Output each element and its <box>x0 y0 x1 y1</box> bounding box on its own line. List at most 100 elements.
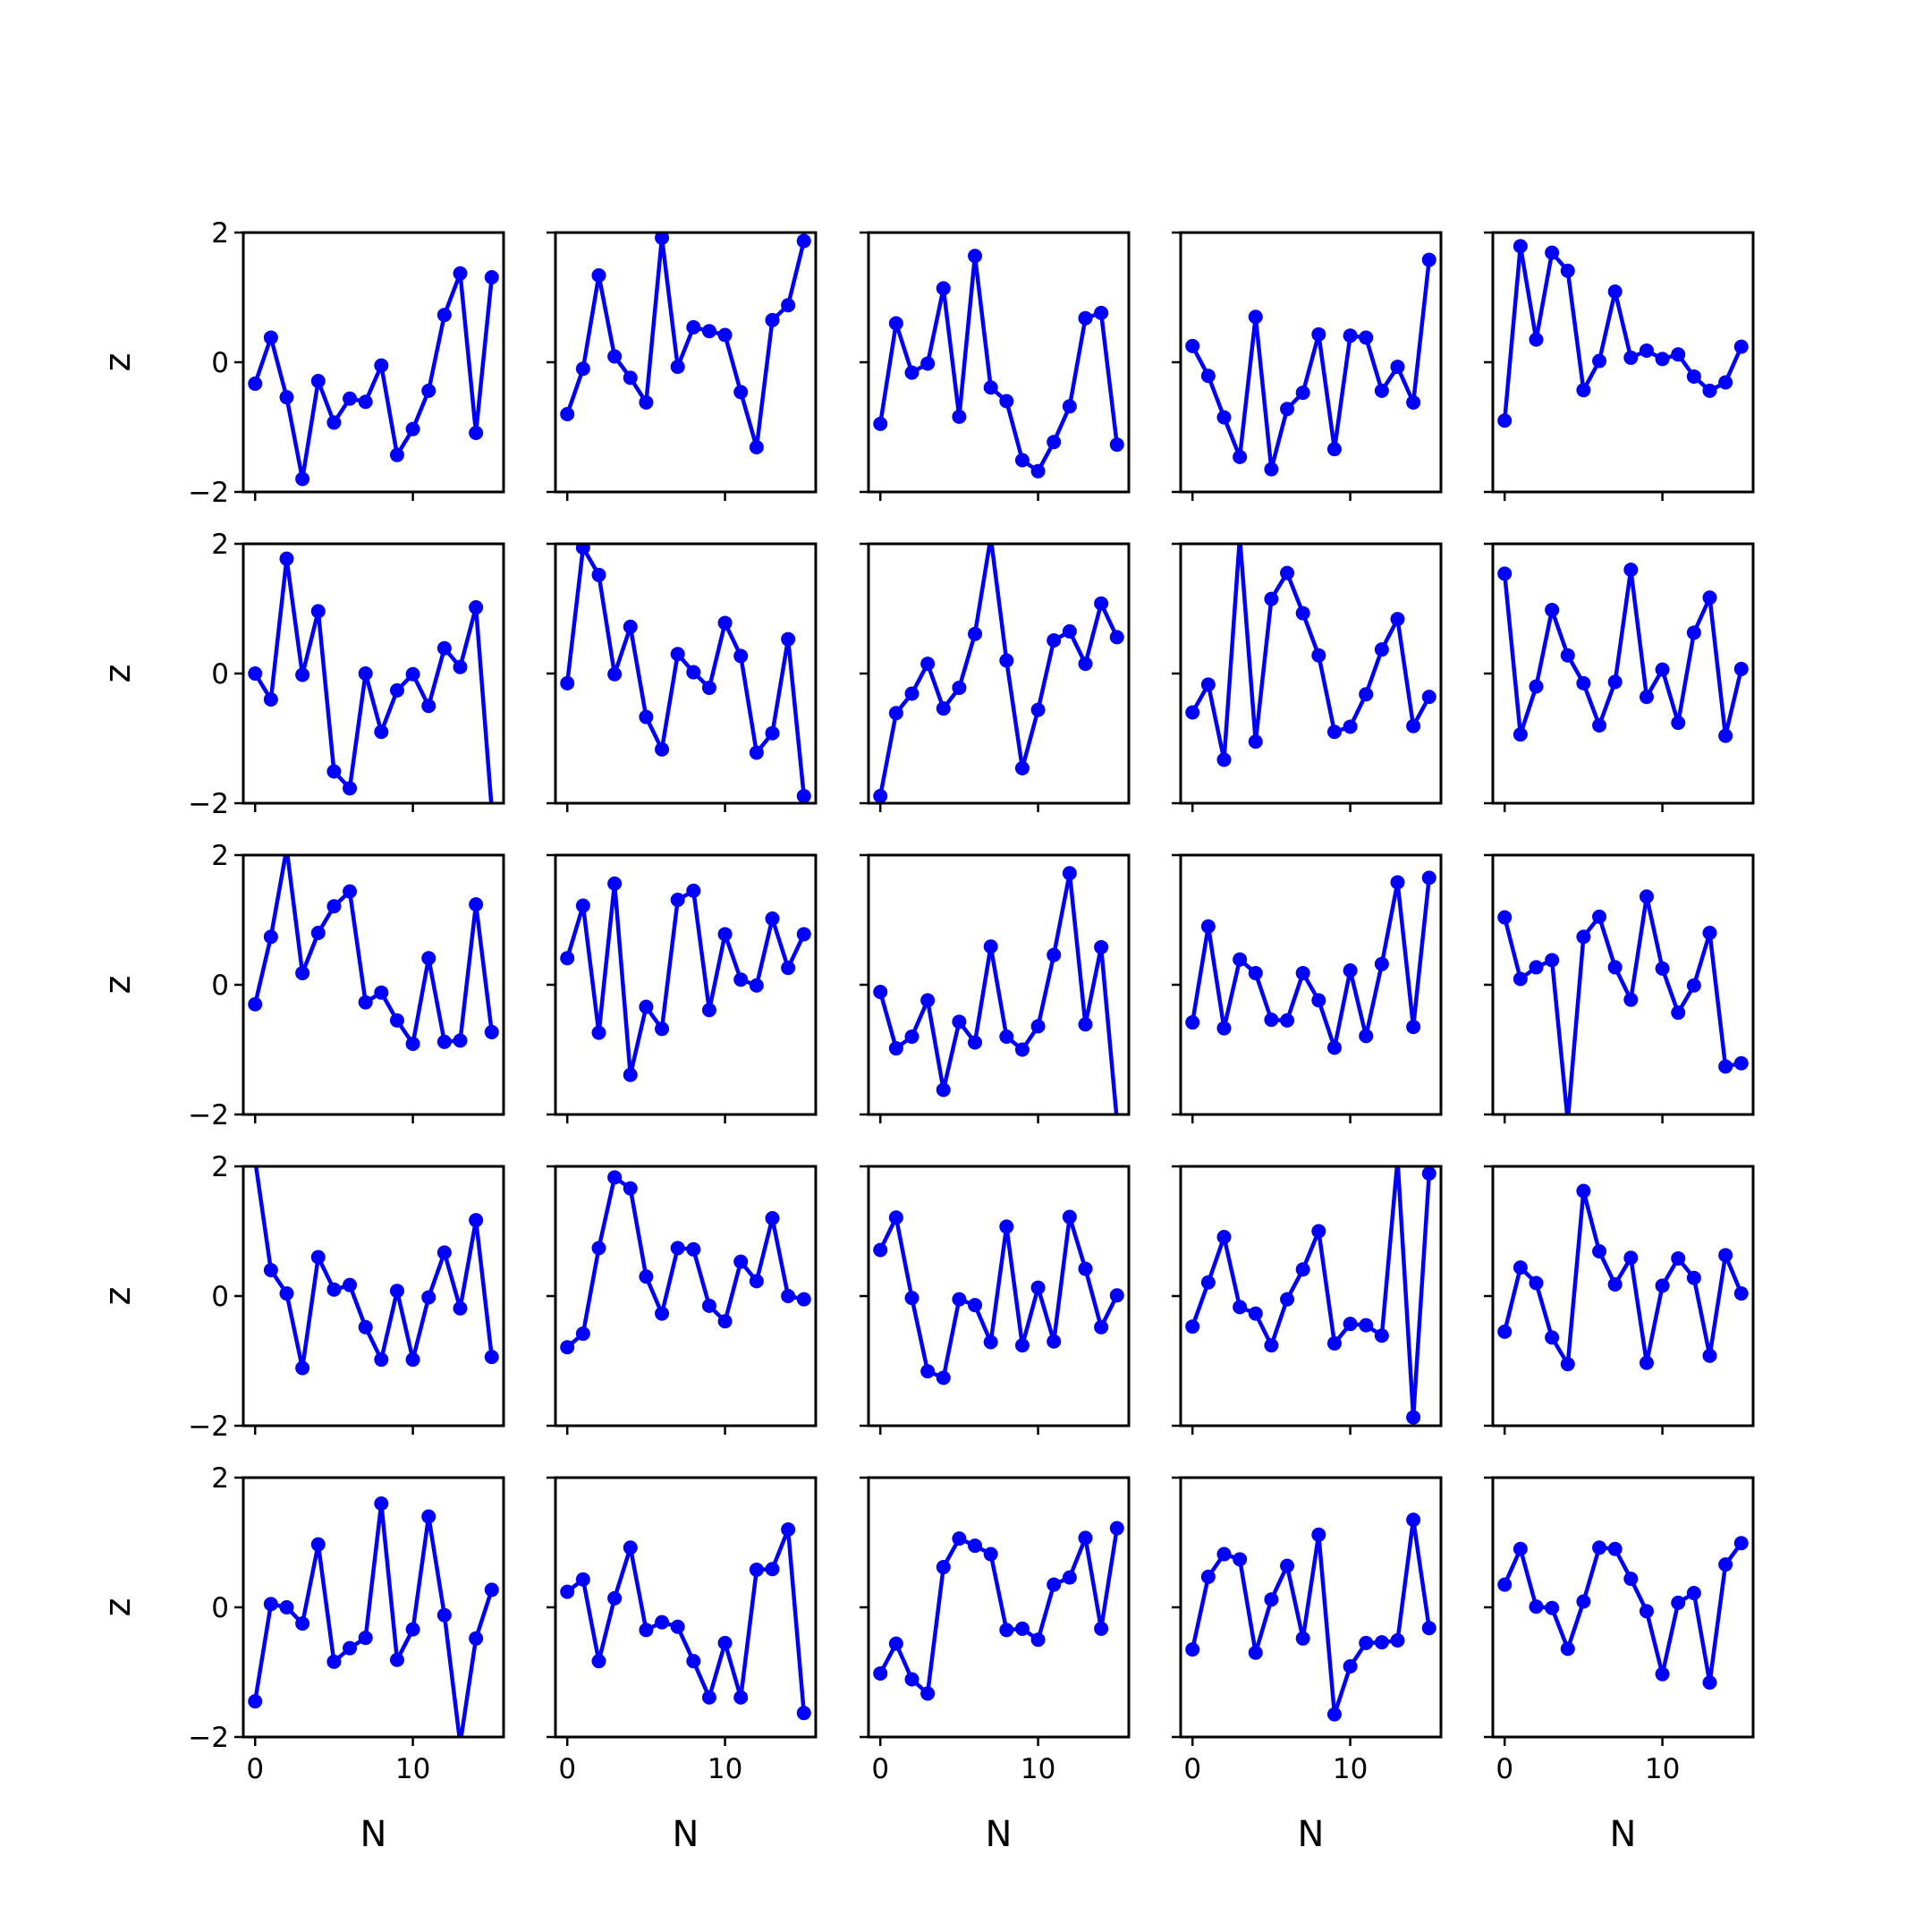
data-point <box>904 686 919 701</box>
data-point <box>1359 1318 1374 1333</box>
data-point <box>1671 716 1686 731</box>
data-point <box>670 893 685 908</box>
data-point <box>1421 690 1436 705</box>
x-tick-label: 0 <box>246 1753 264 1785</box>
data-point <box>1406 1513 1421 1528</box>
data-point <box>326 764 342 779</box>
data-point <box>733 1254 749 1269</box>
data-point <box>560 407 575 421</box>
data-point <box>374 985 389 1000</box>
data-point <box>1374 1635 1389 1650</box>
subplot-2-5 <box>1484 542 1755 812</box>
data-point <box>326 1282 342 1297</box>
data-point <box>796 233 811 249</box>
x-tick-label: 0 <box>1496 1753 1513 1785</box>
data-point <box>1311 326 1326 342</box>
data-point <box>920 657 936 672</box>
data-point <box>1513 1541 1528 1556</box>
data-point <box>1560 648 1575 663</box>
y-tick-label: −2 <box>188 1411 229 1443</box>
data-point <box>1359 330 1374 345</box>
data-point <box>560 675 575 691</box>
data-point <box>343 884 358 899</box>
data-point <box>1109 1521 1124 1536</box>
data-point <box>1216 410 1232 425</box>
data-point <box>1421 1166 1436 1181</box>
data-point <box>1497 566 1513 581</box>
data-point <box>1513 1260 1528 1275</box>
data-point <box>279 1286 294 1301</box>
data-point <box>389 447 404 462</box>
data-point <box>310 374 326 389</box>
data-point <box>1702 1675 1717 1690</box>
data-point <box>1733 339 1749 354</box>
data-point <box>1576 1594 1591 1609</box>
subplot-3-3 <box>860 853 1131 1123</box>
data-point <box>781 298 796 313</box>
series-group <box>248 551 496 803</box>
subplot-5-2: 0 10 N <box>547 1476 818 1855</box>
data-point <box>999 394 1014 409</box>
data-point <box>436 1034 452 1049</box>
data-point <box>1545 1600 1560 1615</box>
data-point <box>248 666 263 681</box>
data-point <box>1295 965 1310 980</box>
data-point <box>655 1021 670 1037</box>
data-point <box>469 897 484 912</box>
data-point <box>484 1350 499 1365</box>
data-point <box>765 1211 780 1225</box>
data-point <box>1094 1621 1109 1636</box>
data-point <box>1185 1642 1200 1657</box>
data-point <box>888 1636 903 1651</box>
data-point <box>575 1572 590 1587</box>
data-point <box>575 1326 590 1342</box>
data-point <box>655 1614 670 1630</box>
x-axis-label: N <box>673 1814 699 1855</box>
data-point <box>1497 1577 1513 1592</box>
data-point <box>389 1013 404 1028</box>
data-point <box>701 680 716 695</box>
data-point <box>263 692 278 707</box>
data-point <box>1733 1536 1749 1551</box>
data-point <box>374 358 389 373</box>
data-point <box>765 1562 780 1577</box>
data-point <box>326 1654 342 1669</box>
series-line <box>1502 567 1743 738</box>
data-point <box>607 666 623 682</box>
data-point <box>999 1030 1014 1044</box>
data-point <box>607 1590 623 1606</box>
data-point <box>904 1672 919 1687</box>
data-point <box>421 951 436 966</box>
data-point <box>1200 1275 1216 1290</box>
data-point <box>405 1352 420 1368</box>
data-point <box>1326 1335 1342 1351</box>
subplot-frame <box>242 853 505 1116</box>
data-point <box>358 666 373 681</box>
data-point <box>326 415 342 430</box>
data-point <box>1671 347 1686 362</box>
data-point <box>1686 978 1701 993</box>
data-point <box>968 626 983 641</box>
data-point <box>1248 1645 1263 1660</box>
data-point <box>1576 675 1591 691</box>
data-point <box>936 1082 951 1097</box>
data-point <box>1264 1013 1279 1028</box>
data-point <box>1374 956 1389 971</box>
data-point <box>1702 926 1717 940</box>
data-point <box>389 1284 404 1299</box>
data-point <box>1702 383 1717 398</box>
data-point <box>1014 1338 1030 1353</box>
data-point <box>952 1014 967 1030</box>
x-tick-label: 0 <box>871 1753 889 1785</box>
data-point <box>1046 1577 1062 1592</box>
y-tick-label: 0 <box>211 1592 229 1624</box>
data-point <box>488 802 496 803</box>
data-point <box>920 356 936 371</box>
data-point <box>1497 910 1513 925</box>
series-line <box>565 235 806 450</box>
data-point <box>888 1041 903 1056</box>
data-point <box>1560 263 1575 278</box>
series-group <box>873 1209 1124 1385</box>
subplot-2-3 <box>860 542 1131 812</box>
data-point <box>343 391 358 406</box>
